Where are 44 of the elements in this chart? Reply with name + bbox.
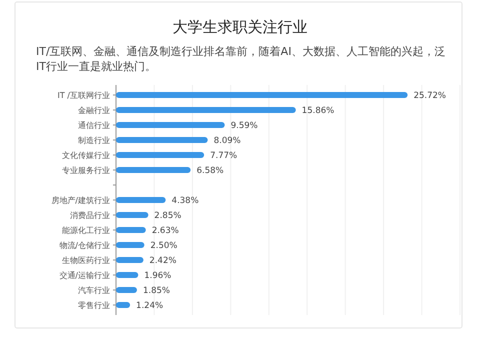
data-label: 8.09% [214,136,241,146]
y-tick-label: 通信行业 [78,121,110,130]
bar [116,272,138,278]
bar [116,242,144,248]
data-label: 15.86% [302,106,334,116]
bar [116,197,166,203]
y-tick-label: 物流/仓储行业 [59,241,110,250]
bar [116,122,225,128]
y-tick-label: 制造行业 [78,136,110,145]
bar [116,137,208,143]
bar [116,287,137,293]
data-label: 6.58% [196,166,224,176]
data-label: 1.24% [136,301,164,311]
y-tick-label: 金融行业 [78,106,110,115]
y-tick-label: 汽车行业 [78,286,110,295]
data-label: 7.77% [210,151,238,161]
y-tick-label: 能源化工行业 [62,226,110,235]
data-label: 4.38% [172,196,199,206]
bar [116,92,408,98]
data-label: 2.42% [149,256,176,266]
y-tick-label: 专业服务行业 [62,166,110,175]
data-label: 1.96% [144,271,172,281]
chart-subtitle: IT/互联网、金融、通信及制造行业排名靠前，随着AI、大数据、人工智能的兴起，泛IT行业一直是就业热门。 [36,45,446,73]
bar [116,107,296,113]
bar [116,212,148,218]
y-tick-label: 文化传媒行业 [62,151,110,160]
y-tick-label: 生物医药行业 [62,256,110,265]
data-label: 9.59% [230,121,258,131]
y-tick-label: 房地产/建筑行业 [51,196,110,205]
data-label: 25.72% [414,91,446,101]
bar [116,257,144,263]
bar [116,302,130,308]
data-label: 2.50% [150,241,178,251]
data-label: 1.85% [142,286,170,296]
y-tick-label: 消费品行业 [70,211,110,220]
chart-title: 大学生求职关注行业 [172,18,308,36]
y-tick-label: IT /互联网行业 [58,91,110,100]
data-label: 2.63% [152,226,179,236]
y-tick-label: 零售行业 [78,301,110,310]
data-label: 2.85% [154,211,182,221]
bar [116,152,204,158]
y-tick-label: 交通/运输行业 [59,271,110,280]
bar [116,167,191,173]
bar [116,227,146,233]
